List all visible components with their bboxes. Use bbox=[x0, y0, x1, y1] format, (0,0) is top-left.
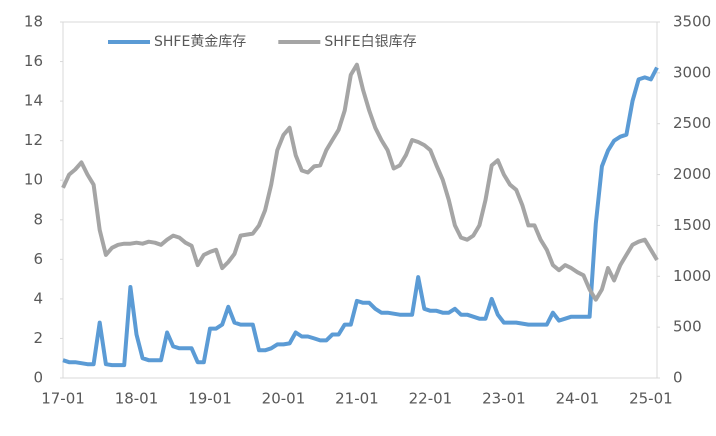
plot-border bbox=[62, 21, 658, 379]
y-tick-label: 12 bbox=[24, 131, 43, 149]
y-tick-label: 4 bbox=[33, 289, 43, 307]
legend: SHFE黄金库存 SHFE白银库存 bbox=[108, 33, 417, 50]
y2-tick-label: 2000 bbox=[673, 165, 711, 183]
x-tick-label: 22-01 bbox=[409, 390, 453, 408]
y-tick-label: 0 bbox=[33, 369, 43, 387]
legend-label: SHFE黄金库存 bbox=[154, 33, 246, 50]
x-tick-label: 21-01 bbox=[335, 390, 379, 408]
series-line bbox=[62, 66, 659, 368]
x-tick-label: 20-01 bbox=[262, 390, 306, 408]
x-tick-label: 24-01 bbox=[556, 390, 600, 408]
y-tick-label: 10 bbox=[24, 171, 43, 189]
y2-tick-label: 1500 bbox=[673, 216, 711, 234]
y-tick-label: 6 bbox=[33, 250, 43, 268]
y2-tick-label: 3000 bbox=[673, 63, 711, 81]
y-tick-label: 18 bbox=[24, 13, 43, 31]
y-tick-label: 14 bbox=[24, 92, 43, 110]
y2-tick-label: 500 bbox=[673, 318, 702, 336]
y2-tick-label: 2500 bbox=[673, 114, 711, 132]
y2-tick-label: 0 bbox=[673, 369, 683, 387]
y-tick-label: 2 bbox=[33, 329, 43, 347]
x-tick-label: 25-01 bbox=[629, 390, 673, 408]
y2-tick-label: 3500 bbox=[673, 13, 711, 31]
series-line bbox=[61, 62, 659, 302]
y2-tick-label: 1000 bbox=[673, 267, 711, 285]
x-tick-label: 18-01 bbox=[115, 390, 159, 408]
x-tick-label: 17-01 bbox=[41, 390, 85, 408]
x-tick-label: 23-01 bbox=[482, 390, 526, 408]
legend-label: SHFE白银库存 bbox=[324, 34, 416, 50]
y-tick-label: 8 bbox=[33, 210, 43, 228]
y-tick-label: 16 bbox=[24, 52, 43, 70]
x-tick-label: 19-01 bbox=[188, 390, 232, 408]
